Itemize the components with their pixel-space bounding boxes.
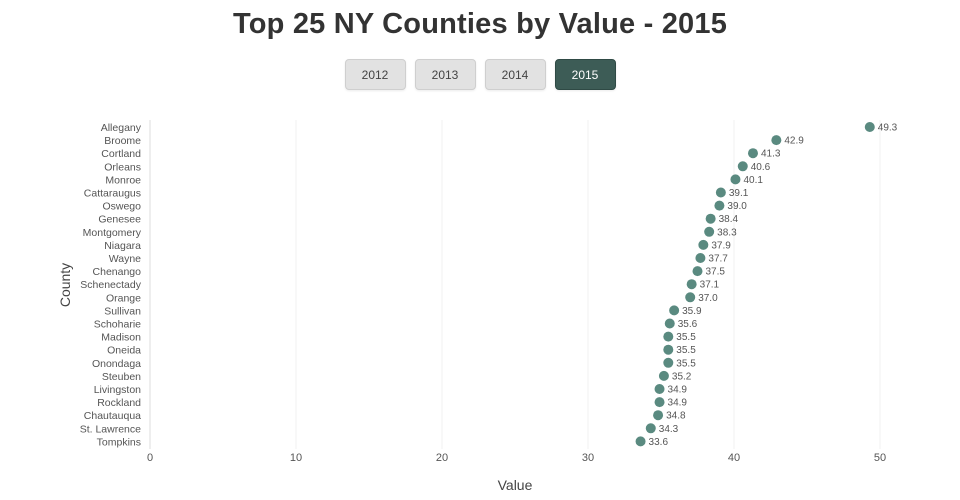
data-label: 35.9 [682, 306, 702, 317]
data-point[interactable] [654, 397, 665, 408]
data-label: 38.3 [717, 227, 737, 238]
chart-title: Top 25 NY Counties by Value - 2015 [232, 8, 728, 40]
y-tick-label: Montgomery [83, 227, 142, 239]
data-label: 37.7 [708, 254, 728, 265]
x-tick-label: 30 [582, 452, 594, 464]
data-label: 40.6 [751, 162, 771, 173]
y-tick-label: St. Lawrence [80, 423, 141, 435]
data-point[interactable] [658, 370, 669, 381]
data-label: 35.5 [676, 345, 696, 356]
data-label: 35.5 [676, 332, 696, 343]
year-button-2013[interactable]: 2013 [414, 59, 476, 90]
data-label: 41.3 [761, 149, 781, 160]
data-label: 35.2 [672, 371, 692, 382]
year-button-2012[interactable]: 2012 [344, 59, 406, 90]
y-tick-label: Madison [101, 332, 141, 344]
data-point[interactable] [635, 436, 646, 447]
data-label: 42.9 [784, 136, 804, 147]
data-label: 34.3 [659, 424, 679, 435]
data-point[interactable] [705, 213, 716, 224]
y-tick-label: Cortland [101, 148, 141, 160]
data-point[interactable] [864, 122, 875, 132]
x-tick-label: 0 [147, 452, 153, 464]
data-label: 37.0 [698, 293, 718, 304]
data-label: 34.8 [666, 411, 686, 422]
y-tick-label: Tompkins [97, 436, 141, 448]
y-tick-label: Onondaga [92, 358, 141, 370]
gridlines [295, 120, 881, 449]
y-tick-label: Genesee [98, 214, 141, 226]
data-point[interactable] [663, 331, 674, 342]
y-tick-label: Broome [104, 135, 141, 147]
data-label: 37.5 [706, 267, 726, 278]
data-point[interactable] [771, 135, 782, 146]
y-tick-label: Oneida [107, 345, 141, 357]
data-point[interactable] [669, 305, 680, 316]
data-point[interactable] [730, 174, 741, 185]
data-label: 38.4 [719, 214, 739, 225]
data-label: 35.5 [676, 358, 696, 369]
data-point[interactable] [686, 279, 697, 290]
data-point[interactable] [704, 226, 715, 237]
data-label: 37.9 [711, 240, 731, 251]
y-tick-label: Steuben [102, 371, 141, 383]
y-tick-label: Livingston [94, 384, 141, 396]
data-point[interactable] [654, 384, 665, 394]
data-label: 39.1 [729, 188, 749, 199]
x-axis-ticks: 0 10 20 30 40 50 [147, 452, 886, 464]
data-point[interactable] [664, 318, 675, 329]
data-label: 35.6 [678, 319, 698, 330]
data-label: 33.6 [649, 437, 669, 448]
data-points [635, 122, 875, 447]
data-point[interactable] [695, 253, 706, 263]
x-tick-label: 50 [874, 452, 886, 464]
x-tick-label: 20 [436, 452, 448, 464]
x-tick-label: 40 [728, 452, 740, 464]
y-tick-label: Niagara [104, 240, 141, 252]
y-tick-label: Sullivan [104, 305, 141, 317]
data-point[interactable] [747, 148, 758, 159]
y-tick-label: Rockland [97, 397, 141, 409]
y-tick-label: Orange [106, 292, 141, 304]
y-tick-label: Monroe [105, 174, 141, 186]
y-tick-label: Cattaraugus [84, 188, 141, 200]
data-point[interactable] [685, 292, 696, 303]
data-label: 40.1 [743, 175, 763, 186]
data-label: 37.1 [700, 280, 720, 291]
y-tick-label: Schoharie [94, 319, 141, 331]
y-axis-title: County [57, 263, 73, 307]
y-tick-label: Orleans [104, 161, 141, 173]
year-button-2015[interactable]: 2015 [554, 59, 616, 90]
data-point[interactable] [663, 357, 674, 368]
x-axis-title: Value [498, 477, 533, 493]
x-tick-label: 10 [290, 452, 302, 464]
data-point[interactable] [715, 187, 726, 198]
year-selector: 2012 2013 2014 2015 [0, 59, 960, 90]
data-point[interactable] [737, 161, 748, 172]
year-button-2014[interactable]: 2014 [484, 59, 546, 90]
data-point[interactable] [714, 200, 725, 211]
data-point[interactable] [692, 266, 703, 277]
y-tick-label: Oswego [102, 201, 141, 213]
y-tick-label: Chautauqua [84, 410, 141, 422]
data-point[interactable] [698, 239, 709, 250]
data-label: 34.9 [668, 398, 688, 409]
y-tick-label: Wayne [109, 253, 141, 265]
data-label: 34.9 [668, 385, 688, 396]
data-point[interactable] [645, 423, 656, 434]
data-label: 49.3 [878, 123, 898, 134]
data-label: 39.0 [727, 201, 747, 212]
y-tick-label: Schenectady [80, 279, 141, 291]
data-point[interactable] [663, 344, 674, 355]
y-tick-label: Chenango [93, 266, 142, 278]
data-labels: 49.3 42.941.3 40.6 40.1 39.1 39.0 38.4 38.3 37.9… [649, 123, 898, 448]
y-tick-label: Allegany [101, 122, 142, 134]
data-point[interactable] [653, 410, 664, 421]
